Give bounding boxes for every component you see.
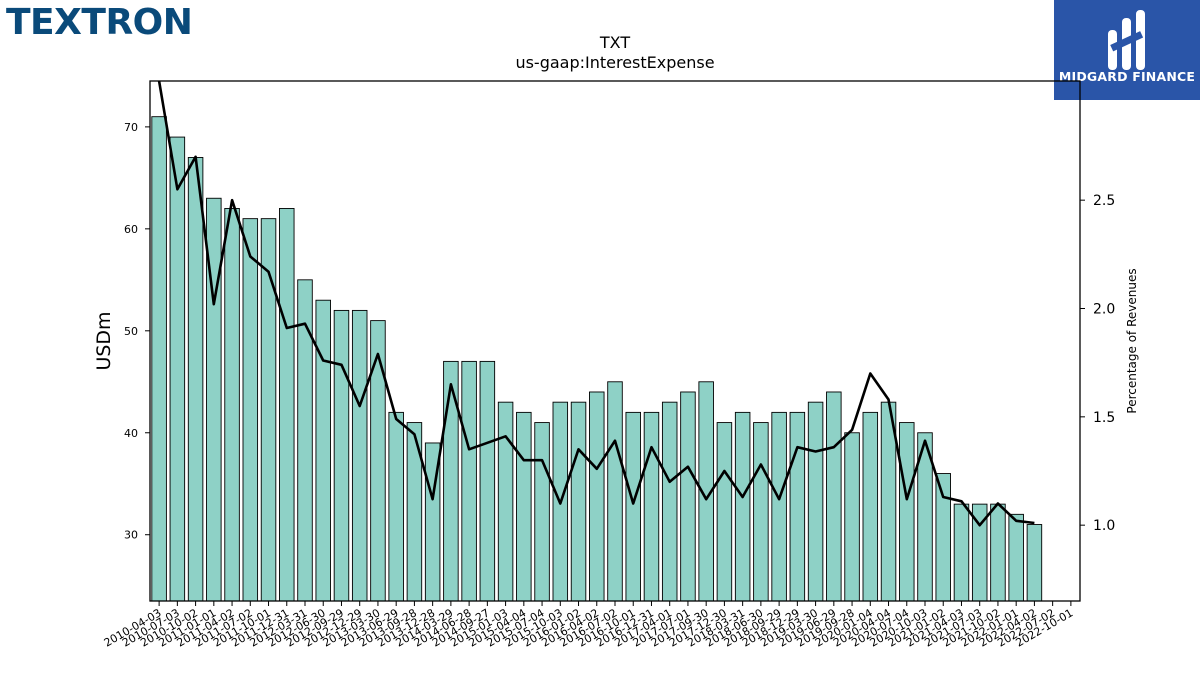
y2-tick-label: 2.0 [1093, 302, 1115, 318]
y2-axis-label: Percentage of Revenues [1125, 268, 1139, 413]
y-tick-label: 70 [124, 121, 138, 134]
textron-logo: TEXTRON [6, 2, 193, 43]
bar-2012-03-31 [297, 279, 313, 602]
bar-2012-12-29 [351, 309, 368, 602]
bar-2010-10-02 [187, 157, 204, 602]
bar-2019-06-29 [826, 391, 842, 602]
bar-2015-04-04 [516, 411, 532, 602]
bar-2015-07-04 [534, 422, 550, 602]
y-tick-label: 30 [124, 529, 138, 542]
y2-tick-label: 1.0 [1093, 518, 1115, 534]
bar-2012-06-30 [315, 299, 331, 602]
bar-2011-04-02 [224, 208, 240, 602]
x-axis: 2010-04-032010-07-032010-10-022011-01-01… [102, 601, 1075, 650]
bar-2016-07-02 [607, 381, 623, 602]
y-tick-label: 40 [124, 427, 138, 440]
midgard-finance-logo: MIDGARD FINANCE [1054, 0, 1200, 100]
bar-2016-12-31 [643, 411, 660, 602]
bar-2011-07-02 [242, 218, 259, 602]
y-tick-label: 50 [124, 325, 138, 338]
bar-2021-01-02 [935, 473, 951, 602]
bar-2014-09-27 [479, 360, 496, 602]
y-tick-label: 60 [124, 223, 138, 236]
bar-2016-01-02 [570, 401, 587, 602]
y-axis-label: USDm [93, 311, 115, 370]
bar-2021-10-02 [990, 503, 1006, 602]
midgard-finance-text: MIDGARD FINANCE [1058, 69, 1196, 84]
right-y-axis: 1.0 1.5 2.0 2.5 [1080, 193, 1115, 534]
bar-2018-12-29 [789, 411, 806, 602]
bar-2015-01-03 [497, 401, 514, 602]
bar-2013-03-30 [370, 320, 386, 602]
chart-subtitle: us-gaap:InterestExpense [515, 53, 715, 72]
percentage-of-revenues-line [157, 80, 1035, 527]
bar-2010-04-03 [151, 116, 167, 602]
bar-2018-09-29 [771, 411, 787, 602]
y2-tick-label: 2.5 [1093, 193, 1115, 209]
bar-2022-01-01 [1008, 513, 1024, 602]
bar-2022-04-02 [1026, 524, 1043, 602]
bar-2017-04-01 [661, 401, 678, 602]
bar-2020-01-04 [862, 411, 879, 602]
bar-2017-12-30 [716, 422, 733, 602]
bar-2013-06-29 [388, 411, 404, 602]
midgard-mark-icon [1108, 10, 1145, 70]
bar-2010-07-03 [169, 136, 186, 602]
bar-2017-07-01 [680, 391, 696, 602]
bar-2014-06-28 [461, 360, 477, 602]
bar-2018-03-31 [734, 411, 751, 602]
bar-2019-09-28 [844, 432, 860, 602]
bar-2011-10-01 [260, 218, 277, 602]
bar-2012-09-29 [333, 309, 350, 602]
bar-2019-03-30 [807, 401, 824, 602]
chart-title: TXT [599, 33, 631, 52]
bar-2011-12-31 [279, 208, 295, 602]
bar-2021-04-03 [953, 503, 970, 602]
bar-2018-06-30 [753, 422, 769, 602]
bar-2020-07-04 [899, 422, 915, 602]
bar-2014-03-29 [443, 360, 459, 602]
y2-tick-label: 1.5 [1093, 410, 1115, 426]
bar-2016-10-01 [625, 411, 641, 602]
bar-2016-04-02 [589, 391, 605, 602]
left-y-axis: 30 40 50 60 70 [124, 121, 150, 542]
bar-series [151, 116, 1043, 602]
